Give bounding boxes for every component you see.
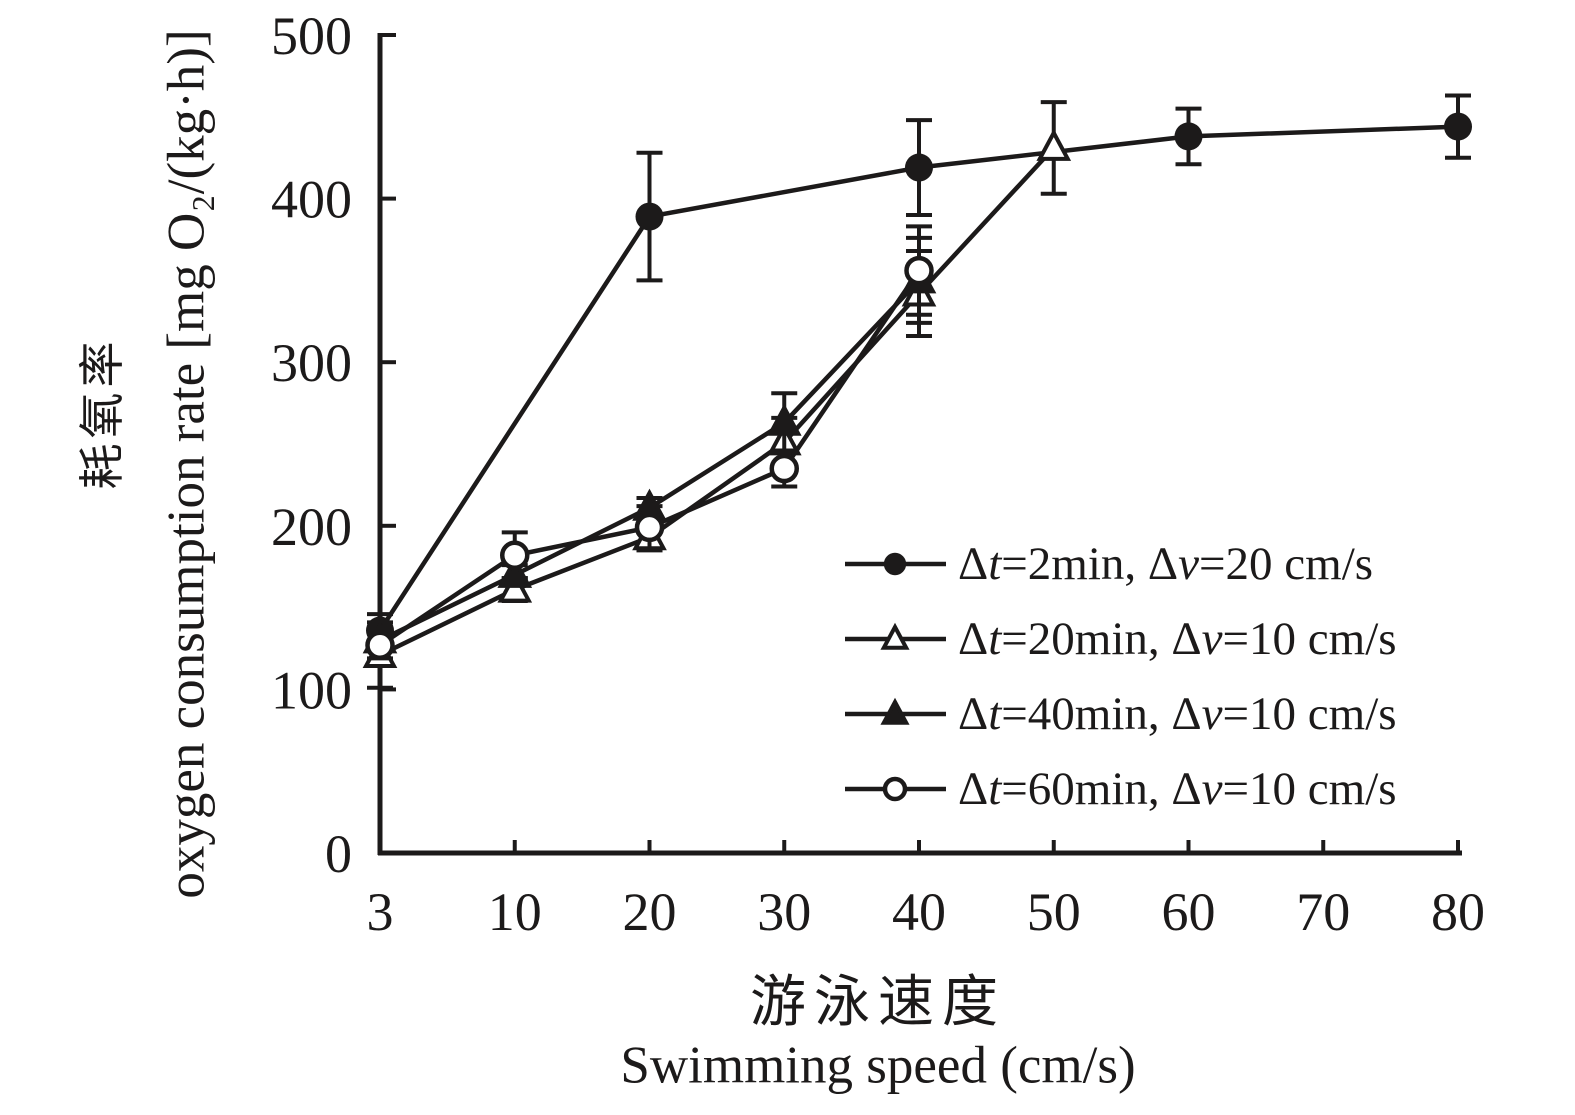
marker-triangle-open-x50 xyxy=(1036,128,1072,161)
legend-label-dt20min: Δt=20min, Δv=10 cm/s xyxy=(958,612,1397,665)
x-axis-title-zh: 游泳速度 xyxy=(750,972,1006,1034)
legend-label-dt2min: Δt=2min, Δv=20 cm/s xyxy=(958,537,1374,590)
series-line-dt20min xyxy=(379,146,1056,658)
x-axis-title-en: Swimming speed (cm/s) xyxy=(620,1036,1136,1095)
legend-sample-marker-circle-open xyxy=(882,776,908,801)
legend-item-dt60min: Δt=60min, Δv=10 cm/s xyxy=(843,751,1397,826)
y-tick-label: 300 xyxy=(271,333,352,393)
x-tick-label: 3 xyxy=(367,882,394,942)
legend-marker-circle-open xyxy=(845,776,946,801)
legend-marker-triangle-filled xyxy=(845,697,946,725)
marker-circle-open-x30 xyxy=(769,453,799,484)
y-axis-title-en: oxygen consumption rate [mg O₂/(kg·h)] xyxy=(157,29,216,899)
series-line-dt60min xyxy=(378,269,921,648)
y-tick-label: 400 xyxy=(271,170,352,230)
series-dt60min xyxy=(365,224,934,661)
legend-marker-circle-filled xyxy=(845,552,946,575)
y-tick-label: 0 xyxy=(325,824,352,884)
legend-sample-marker-circle-filled xyxy=(883,552,907,575)
x-tick-label: 50 xyxy=(1027,882,1081,942)
y-tick-label: 200 xyxy=(271,497,352,557)
x-tick-label: 70 xyxy=(1296,882,1350,942)
legend-sample-marker-triangle-open xyxy=(880,622,910,650)
marker-circle-open-x3 xyxy=(365,630,395,660)
marker-circle-filled-x40 xyxy=(905,153,933,182)
y-axis-title-zh: 耗氧率 xyxy=(77,336,128,490)
x-tick-label: 80 xyxy=(1431,882,1485,942)
x-tick-label: 10 xyxy=(488,882,542,942)
legend-item-dt40min: Δt=40min, Δv=10 cm/s xyxy=(843,676,1397,751)
series-line-dt40min xyxy=(379,278,921,643)
marker-circle-filled-x20 xyxy=(635,202,664,231)
y-tick-label: 500 xyxy=(271,6,352,66)
marker-circle-filled-x80 xyxy=(1444,112,1472,141)
x-tick-label: 20 xyxy=(623,882,677,942)
legend-label-dt60min: Δt=60min, Δv=10 cm/s xyxy=(958,762,1397,815)
legend-label-dt40min: Δt=40min, Δv=10 cm/s xyxy=(958,687,1397,740)
marker-circle-open-x10 xyxy=(500,540,530,570)
x-tick-label: 30 xyxy=(757,882,811,942)
marker-circle-open-x20 xyxy=(634,512,665,543)
legend: Δt=2min, Δv=20 cm/s Δt=20min, Δv=10 cm/s… xyxy=(843,526,1397,826)
legend-item-dt20min: Δt=20min, Δv=10 cm/s xyxy=(843,601,1397,676)
legend-sample-marker-triangle-filled xyxy=(880,697,910,725)
y-tick-label: 100 xyxy=(271,660,352,720)
x-tick-label: 40 xyxy=(892,882,946,942)
marker-circle-filled-x60 xyxy=(1174,122,1203,151)
marker-triangle-filled-x30 xyxy=(766,403,802,436)
legend-item-dt2min: Δt=2min, Δv=20 cm/s xyxy=(843,526,1397,601)
x-tick-label: 60 xyxy=(1162,882,1216,942)
marker-circle-open-x40 xyxy=(904,255,934,286)
legend-marker-triangle-open xyxy=(845,622,946,650)
